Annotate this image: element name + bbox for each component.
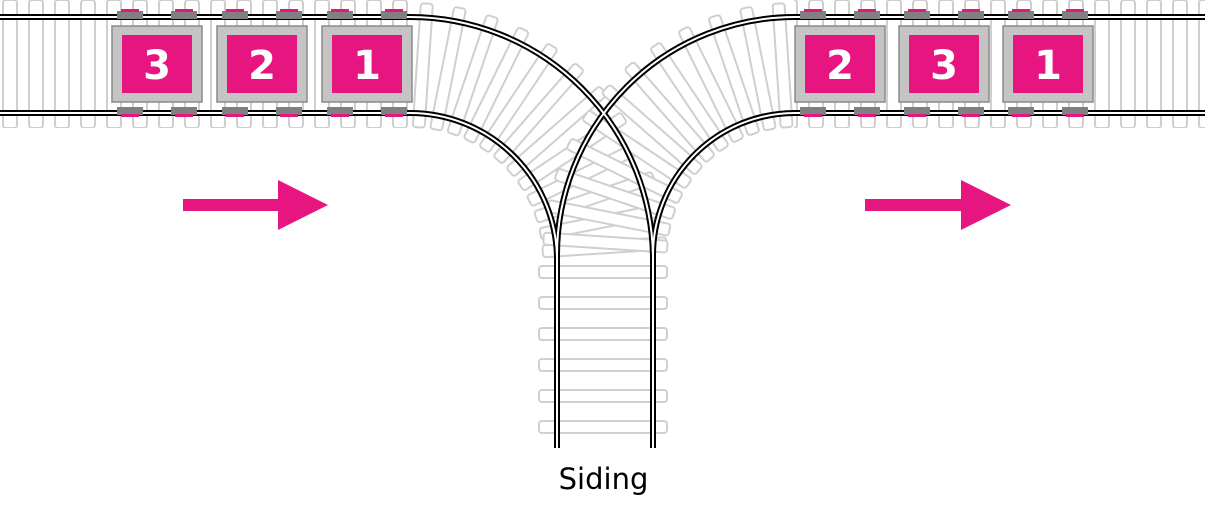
car-number: 1 bbox=[353, 43, 381, 89]
train-car: 2 bbox=[794, 9, 886, 117]
wheel bbox=[222, 11, 248, 19]
car-body bbox=[122, 35, 192, 93]
wheel bbox=[381, 11, 407, 19]
wheel bbox=[1062, 107, 1088, 115]
car-body bbox=[805, 35, 875, 93]
curve-sleeper bbox=[771, 2, 794, 129]
wheel bbox=[117, 11, 143, 19]
curve-sleeper bbox=[463, 26, 530, 144]
wheel bbox=[904, 107, 930, 115]
car-number: 2 bbox=[248, 43, 276, 89]
wheel bbox=[800, 107, 826, 115]
direction-arrow-right bbox=[865, 180, 1011, 230]
car-number: 1 bbox=[1034, 43, 1062, 89]
train-car: 2 bbox=[216, 9, 308, 117]
wheel-accent bbox=[331, 9, 349, 12]
curve-sleeper bbox=[429, 6, 467, 132]
wheel bbox=[800, 11, 826, 19]
curve-sleeper bbox=[582, 110, 692, 189]
curve-sleeper bbox=[411, 2, 434, 129]
wheel bbox=[904, 11, 930, 19]
train-car: 1 bbox=[321, 9, 413, 117]
train-car: 3 bbox=[898, 9, 990, 117]
wheel-accent bbox=[385, 9, 403, 12]
wheel-accent bbox=[804, 9, 822, 12]
curve-sleeper bbox=[650, 42, 729, 152]
curve-sleeper bbox=[446, 14, 499, 137]
sleepers-curves bbox=[411, 2, 794, 259]
wheel-accent bbox=[908, 9, 926, 12]
wheel-accent bbox=[858, 9, 876, 12]
siding-label: Siding bbox=[558, 462, 649, 496]
wheel bbox=[171, 107, 197, 115]
curve-sleeper bbox=[739, 6, 777, 132]
wheel-accent bbox=[1066, 114, 1084, 117]
wheel bbox=[222, 107, 248, 115]
train-car: 1 bbox=[1002, 9, 1094, 117]
train-left: 3 2 1 bbox=[111, 9, 413, 117]
wheel bbox=[276, 11, 302, 19]
wheel bbox=[381, 107, 407, 115]
wheel-accent bbox=[1012, 9, 1030, 12]
curve-sleeper bbox=[493, 63, 584, 164]
train-car: 3 bbox=[111, 9, 203, 117]
wheel bbox=[1062, 11, 1088, 19]
wheel bbox=[1008, 11, 1034, 19]
wheel bbox=[327, 11, 353, 19]
wheel bbox=[276, 107, 302, 115]
wheel bbox=[854, 107, 880, 115]
car-number: 3 bbox=[143, 43, 171, 89]
wheel-accent bbox=[280, 9, 298, 12]
wheel-accent bbox=[908, 114, 926, 117]
wheel-accent bbox=[226, 114, 244, 117]
curve-sleeper bbox=[601, 84, 703, 175]
wheel-accent bbox=[1012, 114, 1030, 117]
direction-arrow-left bbox=[183, 180, 328, 230]
car-number: 3 bbox=[930, 43, 958, 89]
wheel-accent bbox=[226, 9, 244, 12]
curve-sleeper bbox=[708, 14, 760, 136]
wheel-accent bbox=[1066, 9, 1084, 12]
car-body bbox=[227, 35, 297, 93]
wheel bbox=[854, 11, 880, 19]
wheel-accent bbox=[121, 114, 139, 117]
wheel-accent bbox=[331, 114, 349, 117]
car-body bbox=[332, 35, 402, 93]
wheel-accent bbox=[962, 9, 980, 12]
curve-sleeper bbox=[479, 43, 558, 153]
wheel bbox=[171, 11, 197, 19]
wheel-accent bbox=[175, 114, 193, 117]
wheel-accent bbox=[175, 9, 193, 12]
wheel-accent bbox=[121, 9, 139, 12]
wheel-accent bbox=[385, 114, 403, 117]
wheel-accent bbox=[804, 114, 822, 117]
curve-sleeper bbox=[566, 138, 683, 204]
wheel bbox=[117, 107, 143, 115]
sleepers-siding bbox=[538, 265, 668, 434]
wheel bbox=[958, 11, 984, 19]
car-body bbox=[1013, 35, 1083, 93]
wheel-accent bbox=[962, 114, 980, 117]
wheel bbox=[1008, 107, 1034, 115]
train-right: 2 3 1 bbox=[794, 9, 1094, 117]
curve-sleeper bbox=[542, 231, 669, 254]
curve-sleeper bbox=[624, 61, 715, 163]
wheel bbox=[958, 107, 984, 115]
curve-sleeper bbox=[678, 26, 744, 143]
wheel bbox=[327, 107, 353, 115]
wheel-accent bbox=[858, 114, 876, 117]
car-number: 2 bbox=[826, 43, 854, 89]
car-body bbox=[909, 35, 979, 93]
wheel-accent bbox=[280, 114, 298, 117]
